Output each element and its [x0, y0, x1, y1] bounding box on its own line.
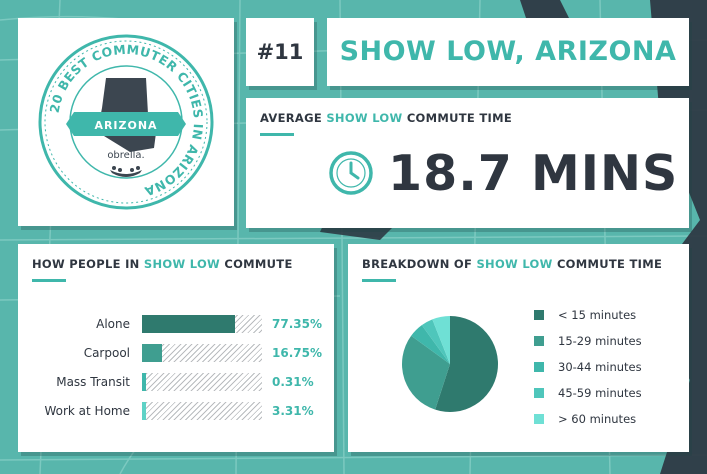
- commute-time-pie: [402, 316, 498, 412]
- title-city: SHOW LOW: [476, 257, 553, 271]
- bar-value: 3.31%: [272, 404, 314, 418]
- bar-label: Work at Home: [44, 404, 130, 418]
- average-commute-value: 18.7 MINS: [388, 145, 679, 202]
- bar-label: Carpool: [83, 346, 130, 360]
- legend-swatch: [534, 414, 544, 424]
- title-prefix: HOW PEOPLE IN: [32, 257, 140, 271]
- bar-track: [142, 373, 262, 391]
- legend-label: 15-29 minutes: [558, 334, 642, 348]
- pie-slice: [435, 316, 498, 412]
- pie-slice: [432, 316, 450, 364]
- title-underline: [32, 279, 66, 282]
- award-badge: 20 BEST COMMUTER CITIES IN ARIZONA ARIZO…: [38, 34, 214, 210]
- rank-card: #11: [246, 18, 314, 86]
- legend-swatch: [534, 336, 544, 346]
- title-suffix: COMMUTE TIME: [406, 111, 512, 125]
- bar-value: 16.75%: [272, 346, 322, 360]
- bar-label: Alone: [96, 317, 130, 331]
- pie-slice: [402, 335, 450, 410]
- legend-label: 30-44 minutes: [558, 360, 642, 374]
- city-card: SHOW LOW, ARIZONA: [327, 18, 689, 86]
- how-people-commute-card: HOW PEOPLE IN SHOW LOW COMMUTE Alone 77.3…: [18, 244, 334, 452]
- how-card-title: HOW PEOPLE IN SHOW LOW COMMUTE: [32, 257, 293, 271]
- title-prefix: AVERAGE: [260, 111, 323, 125]
- bar-fill: [142, 344, 163, 362]
- laurel-icon: [110, 166, 142, 177]
- breakdown-card-title: BREAKDOWN OF SHOW LOW COMMUTE TIME: [362, 257, 662, 271]
- pie-slice: [421, 319, 450, 364]
- bar-track: [142, 402, 262, 420]
- title-underline: [362, 279, 396, 282]
- bar-fill: [142, 373, 146, 391]
- badge-card: 20 BEST COMMUTER CITIES IN ARIZONA ARIZO…: [18, 18, 234, 226]
- legend-swatch: [534, 388, 544, 398]
- title-city: SHOW LOW: [326, 111, 403, 125]
- title-city: SHOW LOW: [143, 257, 221, 271]
- title-suffix: COMMUTE: [224, 257, 293, 271]
- obrella-logo: obrella.: [107, 150, 144, 161]
- clock-icon: [329, 151, 373, 195]
- rank-number: #11: [256, 40, 304, 64]
- badge-state-label: ARIZONA: [94, 119, 157, 132]
- bar-track: [142, 344, 262, 362]
- commute-time-breakdown-card: BREAKDOWN OF SHOW LOW COMMUTE TIME < 15 …: [348, 244, 689, 452]
- bar-fill: [142, 402, 146, 420]
- legend-label: 45-59 minutes: [558, 386, 642, 400]
- bar-label: Mass Transit: [56, 375, 130, 389]
- legend-label: < 15 minutes: [558, 308, 637, 322]
- average-commute-card: AVERAGE SHOW LOW COMMUTE TIME 18.7 MINS: [246, 98, 689, 228]
- average-card-title: AVERAGE SHOW LOW COMMUTE TIME: [260, 111, 512, 125]
- legend-swatch: [534, 362, 544, 372]
- legend-swatch: [534, 310, 544, 320]
- bar-fill: [142, 315, 235, 333]
- city-title: SHOW LOW, ARIZONA: [339, 36, 677, 67]
- title-suffix: COMMUTE TIME: [556, 257, 663, 271]
- title-underline: [260, 133, 294, 136]
- title-prefix: BREAKDOWN OF: [362, 257, 473, 271]
- bar-value: 0.31%: [272, 375, 314, 389]
- bar-track: [142, 315, 262, 333]
- bar-value: 77.35%: [272, 317, 322, 331]
- legend-label: > 60 minutes: [558, 412, 637, 426]
- pie-slice: [411, 325, 450, 364]
